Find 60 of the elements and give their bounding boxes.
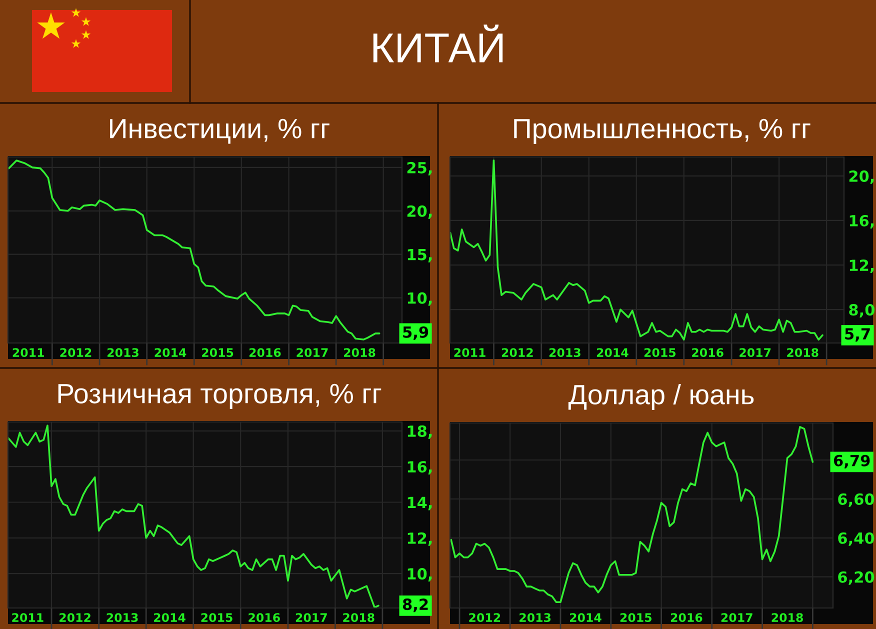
y-tick-label: 18, — [408, 425, 432, 439]
x-tick-label: 2011 — [12, 348, 44, 357]
y-tick-label: 6,60 — [838, 493, 874, 507]
y-tick-label: 8,0 — [849, 304, 874, 318]
x-tick-label: 2011 — [12, 613, 44, 622]
line-series — [450, 426, 814, 604]
line-series — [8, 424, 380, 608]
x-tick-label: 2012 — [469, 613, 500, 622]
y-tick-label: 6,20 — [838, 571, 874, 585]
y-tick-label: 16, — [408, 461, 432, 475]
x-tick-label: 2018 — [787, 348, 818, 357]
x-tick-label: 2017 — [296, 348, 328, 357]
annotation: 8,2 — [402, 598, 428, 612]
chart-title: Доллар / юань — [568, 384, 754, 410]
x-tick-label: 2014 — [570, 613, 602, 622]
x-tick-label: 2012 — [60, 613, 90, 622]
x-tick-label: 2016 — [692, 348, 724, 357]
x-tick-label: 2016 — [249, 348, 281, 357]
chart-title: Инвестиции, % гг — [110, 118, 330, 144]
chart-title: Промышленность, % гг — [514, 118, 810, 144]
annotation: 5,9 — [403, 326, 428, 340]
x-tick-label: 2012 — [60, 348, 92, 357]
x-tick-label: 2017 — [740, 348, 771, 357]
x-tick-label: 2015 — [644, 348, 676, 357]
x-tick-label: 2013 — [106, 613, 138, 622]
x-tick-label: 2011 — [454, 348, 486, 357]
text: КИТАЙ — [373, 24, 503, 62]
y-tick-label: 25, — [407, 162, 432, 176]
x-tick-label: 2014 — [154, 613, 186, 622]
y-tick-label: 15, — [408, 249, 432, 262]
chart-title: Розничная торговля, % гг — [58, 384, 382, 409]
y-tick-label: 16, — [850, 214, 874, 228]
x-tick-label: 2016 — [670, 613, 702, 622]
y-tick-label: 20, — [849, 170, 874, 184]
annotation: 5,7 — [845, 328, 870, 342]
x-tick-label: 2018 — [772, 613, 803, 622]
x-tick-label: 2013 — [549, 348, 580, 357]
y-tick-label: 12, — [850, 260, 874, 274]
y-tick-label: 14, — [408, 496, 432, 510]
x-tick-label: 2015 — [201, 613, 232, 622]
x-tick-label: 2018 — [344, 348, 376, 357]
x-tick-label: 2015 — [620, 613, 652, 622]
x-tick-label: 2017 — [721, 613, 752, 622]
y-tick-label: 6,40 — [838, 532, 874, 546]
y-tick-label: 20, — [407, 205, 432, 219]
x-tick-label: 2013 — [108, 348, 139, 357]
line-series — [8, 160, 380, 340]
x-tick-label: 2014 — [154, 348, 186, 357]
y-tick-label: 10, — [408, 568, 432, 582]
x-tick-label: 2012 — [502, 348, 533, 357]
y-tick-label: 12, — [408, 532, 432, 546]
x-tick-label: 2017 — [296, 613, 327, 622]
x-tick-label: 2014 — [596, 348, 628, 357]
x-tick-label: 2016 — [248, 613, 280, 622]
y-tick-label: 10, — [408, 292, 432, 306]
x-tick-label: 2018 — [343, 613, 374, 622]
annotation: 6,79 — [834, 454, 870, 468]
x-tick-label: 2013 — [520, 613, 551, 622]
x-tick-label: 2015 — [202, 348, 234, 357]
line-series — [450, 159, 824, 341]
